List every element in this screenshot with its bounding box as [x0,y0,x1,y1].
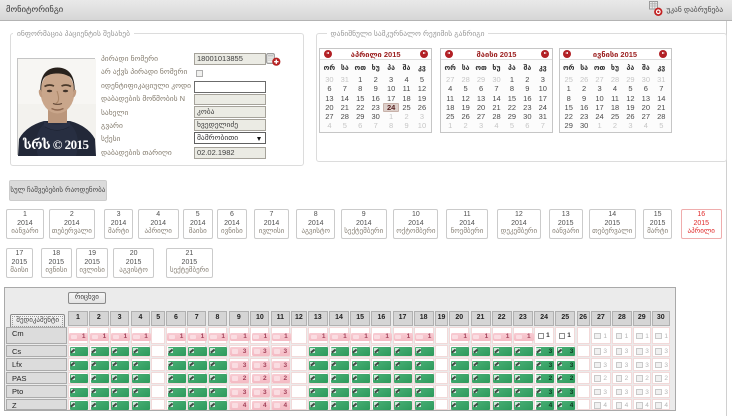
svg-text:სრს © 2015: სრს © 2015 [22,137,90,152]
